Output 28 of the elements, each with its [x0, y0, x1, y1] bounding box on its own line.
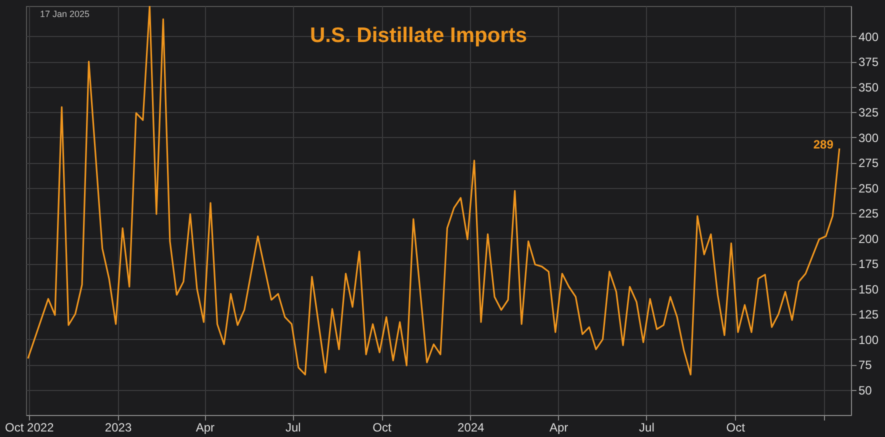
y-tick-label: 175 — [858, 257, 879, 272]
line-series — [27, 6, 840, 376]
annotation: 289 — [813, 137, 834, 152]
y-tick-label: 75 — [858, 358, 872, 372]
text: U.S. Distillate Imports — [310, 24, 528, 47]
y-tick-label: 150 — [858, 282, 879, 296]
y-tick-label: 300 — [858, 130, 879, 145]
x-tick-label: Oct 2022 — [5, 420, 54, 434]
y-tick-label: 50 — [858, 383, 872, 398]
x-tick-label: Jul — [285, 420, 301, 434]
y-tick-label: 125 — [858, 308, 879, 322]
y-tick-label: 225 — [858, 206, 879, 221]
y-tick-label: 200 — [858, 232, 879, 246]
x-tick-label: 2023 — [104, 420, 132, 434]
y-tick-label: 325 — [858, 106, 879, 120]
x-tick-label: Apr — [196, 420, 215, 434]
x-tick-label: Oct — [726, 420, 746, 434]
x-tick-label: Apr — [549, 420, 568, 434]
y-tick-label: 400 — [858, 30, 879, 44]
y-tick-label: 275 — [858, 156, 879, 170]
x-tick-label: 2024 — [458, 420, 485, 434]
x-tick-label: Oct — [372, 420, 392, 434]
x-tick-label: Jul — [639, 420, 654, 434]
y-tick-label: 250 — [858, 181, 879, 196]
annotation: 17 Jan 2025 — [40, 9, 90, 19]
y-tick-label: 350 — [858, 80, 879, 94]
y-tick-label: 375 — [858, 55, 879, 70]
y-tick-label: 100 — [858, 332, 879, 347]
